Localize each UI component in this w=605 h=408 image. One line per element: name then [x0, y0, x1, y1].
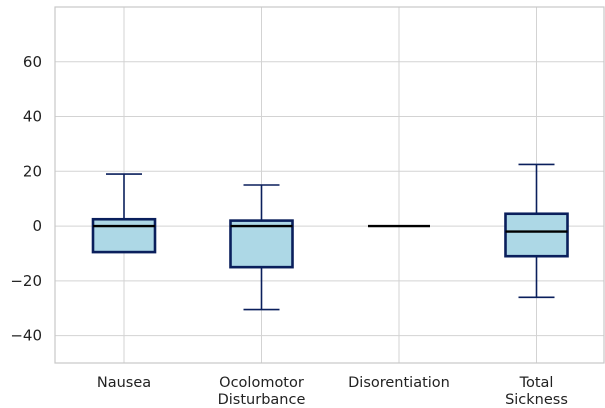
x-tick-label: Nausea [97, 375, 151, 391]
x-tick-label: Total Sickness [505, 375, 568, 408]
plot-frame [54, 6, 605, 364]
y-tick-label: −40 [10, 327, 42, 345]
box-1 [91, 173, 157, 254]
y-tick-label: 20 [23, 162, 42, 180]
grid-lines [55, 7, 604, 363]
x-tick-label: Ocolomotor Disturbance [218, 375, 306, 408]
iqr-box [504, 212, 569, 258]
x-tick-label: Disorentiation [348, 375, 450, 391]
y-tick-label: 40 [23, 108, 42, 126]
y-tick-label: 60 [23, 53, 42, 71]
y-tick-labels: −40 −20 0 20 40 60 [10, 53, 42, 345]
box-series [91, 163, 569, 311]
x-tick-labels: Nausea Ocolomotor Disturbance Disorentiatio… [97, 375, 568, 408]
box-2 [229, 184, 294, 311]
y-tick-label: 0 [32, 217, 42, 235]
y-tick-label: −20 [10, 272, 42, 290]
box-4 [504, 163, 569, 299]
iqr-box [229, 219, 294, 269]
iqr-box [91, 217, 157, 254]
